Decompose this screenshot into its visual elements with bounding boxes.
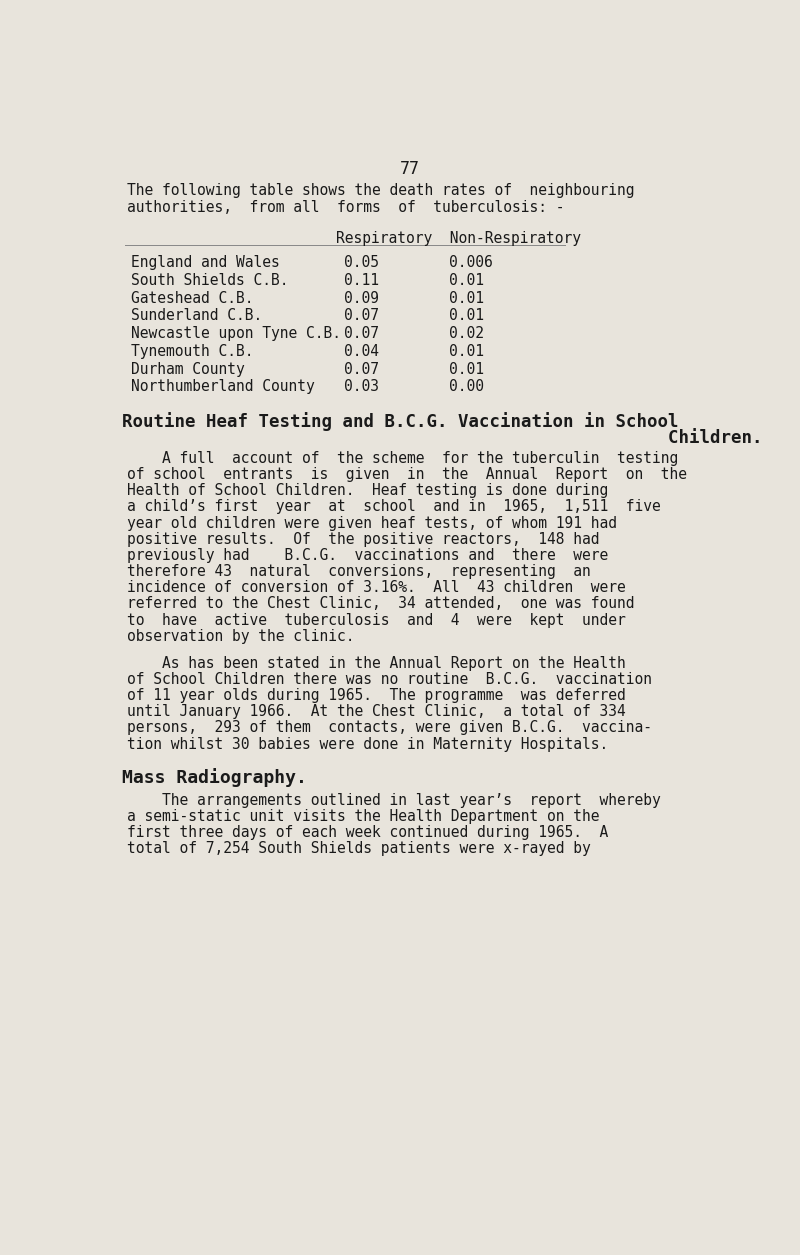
Text: tion whilst 30 babies were done in Maternity Hospitals.: tion whilst 30 babies were done in Mater… <box>127 737 608 752</box>
Text: 0.09: 0.09 <box>344 291 379 306</box>
Text: Gateshead C.B.: Gateshead C.B. <box>131 291 254 306</box>
Text: 0.07: 0.07 <box>344 309 379 324</box>
Text: total of 7,254 South Shields patients were x-rayed by: total of 7,254 South Shields patients we… <box>127 841 591 856</box>
Text: referred to the Chest Clinic,  34 attended,  one was found: referred to the Chest Clinic, 34 attende… <box>127 596 634 611</box>
Text: 0.01: 0.01 <box>449 291 484 306</box>
Text: Children.: Children. <box>122 429 762 447</box>
Text: 0.03: 0.03 <box>344 379 379 394</box>
Text: 77: 77 <box>400 159 420 178</box>
Text: 0.01: 0.01 <box>449 344 484 359</box>
Text: positive results.  Of  the positive reactors,  148 had: positive results. Of the positive reacto… <box>127 532 600 547</box>
Text: The following table shows the death rates of  neighbouring: The following table shows the death rate… <box>127 183 634 198</box>
Text: authorities,  from all  forms  of  tuberculosis: -: authorities, from all forms of tuberculo… <box>127 200 565 215</box>
Text: incidence of conversion of 3.16%.  All  43 children  were: incidence of conversion of 3.16%. All 43… <box>127 580 626 595</box>
Text: 0.11: 0.11 <box>344 274 379 289</box>
Text: Mass Radiography.: Mass Radiography. <box>122 768 306 787</box>
Text: As has been stated in the Annual Report on the Health: As has been stated in the Annual Report … <box>127 655 626 670</box>
Text: 0.006: 0.006 <box>449 255 493 270</box>
Text: The arrangements outlined in last year’s  report  whereby: The arrangements outlined in last year’s… <box>127 793 661 808</box>
Text: 0.01: 0.01 <box>449 361 484 376</box>
Text: until January 1966.  At the Chest Clinic,  a total of 334: until January 1966. At the Chest Clinic,… <box>127 704 626 719</box>
Text: 0.07: 0.07 <box>344 361 379 376</box>
Text: to  have  active  tuberculosis  and  4  were  kept  under: to have active tuberculosis and 4 were k… <box>127 612 626 628</box>
Text: 0.01: 0.01 <box>449 274 484 289</box>
Text: Northumberland County: Northumberland County <box>131 379 314 394</box>
Text: a semi-static unit visits the Health Department on the: a semi-static unit visits the Health Dep… <box>127 809 600 825</box>
Text: 0.04: 0.04 <box>344 344 379 359</box>
Text: 0.07: 0.07 <box>344 326 379 341</box>
Text: South Shields C.B.: South Shields C.B. <box>131 274 289 289</box>
Text: of School Children there was no routine  B.C.G.  vaccination: of School Children there was no routine … <box>127 671 652 686</box>
Text: first three days of each week continued during 1965.  A: first three days of each week continued … <box>127 825 608 840</box>
Text: observation by the clinic.: observation by the clinic. <box>127 629 354 644</box>
Text: persons,  293 of them  contacts, were given B.C.G.  vaccina-: persons, 293 of them contacts, were give… <box>127 720 652 735</box>
Text: Health of School Children.  Heaf testing is done during: Health of School Children. Heaf testing … <box>127 483 608 498</box>
Text: of school  entrants  is  given  in  the  Annual  Report  on  the: of school entrants is given in the Annua… <box>127 467 687 482</box>
Text: a child’s first  year  at  school  and in  1965,  1,511  five: a child’s first year at school and in 19… <box>127 499 661 515</box>
Text: year old children were given heaf tests, of whom 191 had: year old children were given heaf tests,… <box>127 516 617 531</box>
Text: Newcastle upon Tyne C.B.: Newcastle upon Tyne C.B. <box>131 326 341 341</box>
Text: previously had    B.C.G.  vaccinations and  there  were: previously had B.C.G. vaccinations and t… <box>127 548 608 563</box>
Text: therefore 43  natural  conversions,  representing  an: therefore 43 natural conversions, repres… <box>127 563 591 579</box>
Text: Tynemouth C.B.: Tynemouth C.B. <box>131 344 254 359</box>
Text: 0.02: 0.02 <box>449 326 484 341</box>
Text: Routine Heaf Testing and B.C.G. Vaccination in School: Routine Heaf Testing and B.C.G. Vaccinat… <box>122 413 678 432</box>
Text: 0.01: 0.01 <box>449 309 484 324</box>
Text: A full  account of  the scheme  for the tuberculin  testing: A full account of the scheme for the tub… <box>127 451 678 466</box>
Text: 0.05: 0.05 <box>344 255 379 270</box>
Text: Durham County: Durham County <box>131 361 245 376</box>
Text: of 11 year olds during 1965.  The programme  was deferred: of 11 year olds during 1965. The program… <box>127 688 626 703</box>
Text: Sunderland C.B.: Sunderland C.B. <box>131 309 262 324</box>
Text: Respiratory  Non-Respiratory: Respiratory Non-Respiratory <box>336 231 582 246</box>
Text: England and Wales: England and Wales <box>131 255 280 270</box>
Text: 0.00: 0.00 <box>449 379 484 394</box>
